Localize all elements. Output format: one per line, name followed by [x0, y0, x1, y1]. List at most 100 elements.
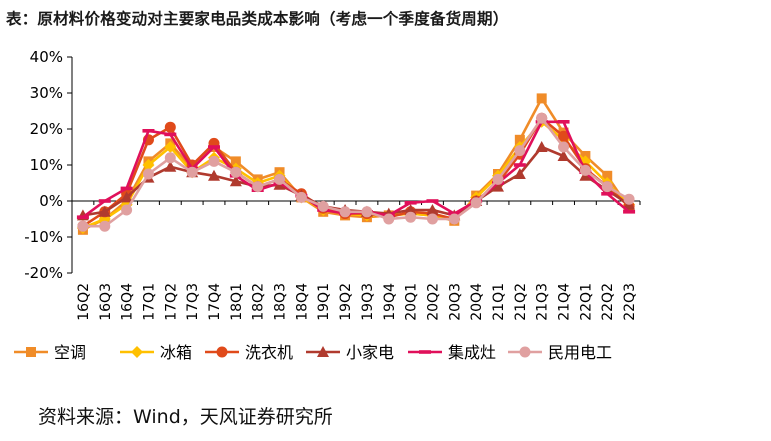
x-tick-label: 18Q4: [294, 283, 310, 321]
x-tick-label: 16Q3: [98, 283, 114, 321]
x-tick-label: 21Q3: [535, 283, 551, 321]
x-tick-label: 19Q2: [338, 283, 354, 321]
legend-marker: [419, 350, 431, 354]
data-point: [164, 160, 177, 172]
data-point: [186, 166, 198, 178]
legend-marker: [216, 346, 228, 358]
axes: -20% -10% 0% 10% 20% 30% 40% 16Q2 16Q3 16Q4 17Q1 17…: [24, 48, 641, 321]
series-layer: [76, 93, 636, 235]
data-point: [492, 173, 504, 185]
data-point: [383, 213, 395, 225]
data-point: [164, 132, 177, 137]
data-point: [470, 197, 482, 209]
x-tick-label: 17Q2: [163, 283, 179, 321]
x-tick-label: 22Q3: [622, 283, 638, 321]
legend-item: 集成灶: [408, 343, 496, 362]
data-point: [339, 206, 351, 218]
data-point: [120, 191, 133, 203]
data-point: [121, 204, 133, 216]
data-point: [623, 193, 635, 205]
y-tick-label: 10%: [30, 156, 63, 174]
data-point: [404, 201, 417, 205]
legend-label: 冰箱: [160, 343, 192, 362]
data-point: [557, 120, 570, 124]
x-tick-label: 20Q1: [404, 283, 420, 321]
data-point: [579, 164, 591, 176]
data-point: [558, 130, 570, 142]
x-tick-label: 20Q3: [447, 283, 463, 321]
data-point: [164, 141, 177, 153]
data-point: [514, 145, 526, 157]
data-point: [77, 220, 89, 232]
legend-item: 冰箱: [120, 343, 192, 362]
data-point: [142, 168, 154, 180]
data-point: [536, 112, 548, 124]
x-tick-label: 18Q2: [251, 283, 267, 321]
data-point: [274, 173, 286, 185]
data-point: [120, 186, 133, 191]
data-point: [601, 192, 614, 196]
data-point: [558, 141, 570, 153]
data-point: [98, 205, 111, 217]
data-point: [514, 134, 525, 145]
x-tick-label: 22Q1: [578, 283, 594, 321]
data-point: [98, 199, 111, 203]
data-point: [229, 175, 242, 187]
data-point: [513, 163, 526, 167]
legend: 空调 冰箱 洗衣机 小家电 集成灶 民用电工: [14, 343, 612, 362]
data-point: [230, 156, 241, 167]
x-tick-label: 19Q1: [316, 283, 332, 321]
legend-item: 小家电: [306, 343, 394, 362]
data-point: [76, 215, 89, 219]
legend-item: 洗衣机: [205, 343, 293, 362]
series-line: [82, 145, 630, 217]
legend-label: 集成灶: [448, 343, 496, 362]
x-tick-label: 17Q1: [141, 283, 157, 321]
data-point: [208, 155, 220, 167]
legend-marker: [131, 346, 143, 358]
data-point: [230, 166, 242, 178]
data-point: [142, 129, 155, 133]
data-point: [426, 199, 439, 203]
y-tick-label: 0%: [39, 192, 63, 210]
x-tick-label: 19Q3: [360, 283, 376, 321]
x-tick-label: 20Q4: [469, 283, 485, 321]
legend-item: 民用电工: [508, 343, 612, 362]
data-point: [536, 93, 547, 104]
data-point: [164, 152, 176, 164]
source-note: 资料来源：Wind，天风证券研究所: [38, 406, 333, 428]
data-point: [208, 169, 220, 181]
legend-label: 空调: [54, 343, 86, 362]
y-tick-label: -20%: [24, 264, 63, 282]
x-tick-label: 21Q4: [557, 283, 573, 321]
data-point: [404, 204, 417, 215]
legend-marker: [519, 346, 531, 358]
x-tick-label: 16Q4: [120, 283, 136, 321]
data-point: [405, 211, 417, 223]
data-point: [361, 206, 373, 218]
x-tick-label: 20Q2: [425, 283, 441, 321]
legend-label: 小家电: [346, 343, 394, 362]
y-tick-label: 30%: [30, 84, 63, 102]
data-point: [601, 181, 613, 193]
data-point: [623, 210, 636, 214]
data-point: [164, 121, 176, 133]
x-tick-label: 18Q1: [229, 283, 245, 321]
data-point: [317, 200, 329, 212]
data-point: [557, 150, 570, 161]
legend-label: 民用电工: [548, 343, 612, 362]
chart-title: 表：原材料价格变动对主要家电品类成本影响（考虑一个季度备货周期）: [6, 10, 509, 28]
data-point: [426, 204, 439, 215]
data-point: [208, 145, 220, 149]
x-tick-label: 19Q4: [382, 283, 398, 321]
legend-item: 空调: [14, 343, 86, 362]
data-point: [492, 180, 504, 192]
data-point: [535, 141, 548, 152]
y-tick-label: 40%: [30, 48, 63, 66]
x-tick-label: 17Q4: [207, 283, 223, 321]
x-tick-label: 21Q2: [513, 283, 529, 321]
data-point: [252, 181, 264, 193]
series-6: [77, 112, 635, 232]
data-point: [99, 220, 111, 232]
